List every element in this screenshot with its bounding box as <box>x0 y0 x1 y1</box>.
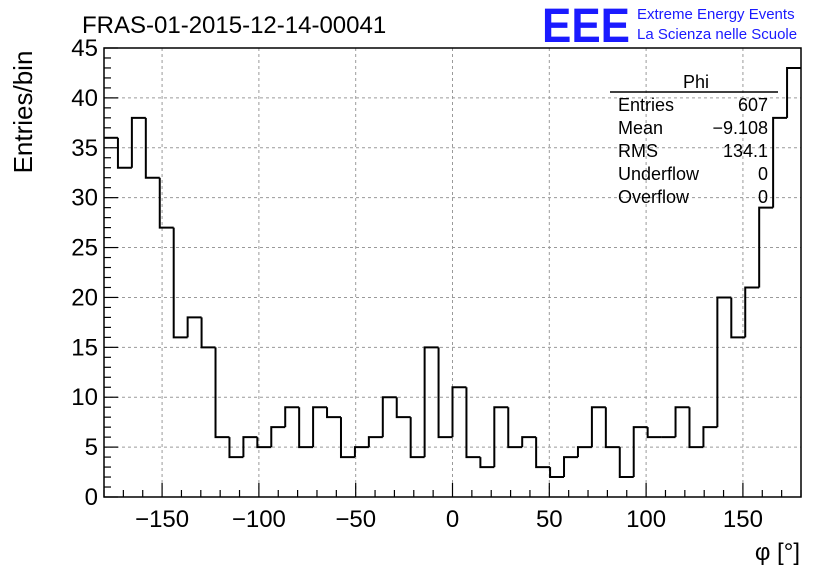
histogram-bin <box>772 116 788 208</box>
logo-line-1: Extreme Energy Events <box>637 6 795 23</box>
histogram-bin <box>702 426 718 448</box>
logo-line-2: La Scienza nelle Scuole <box>637 26 797 43</box>
histogram-bin <box>465 387 481 459</box>
stats-entries-value: 607 <box>738 95 768 115</box>
histogram-bin <box>535 437 551 469</box>
histogram-bin <box>284 406 300 428</box>
histogram-bin <box>716 296 732 428</box>
histogram-bin <box>200 317 216 349</box>
histogram-bin <box>632 426 648 478</box>
y-tick-label: 10 <box>71 384 98 411</box>
histogram-bin <box>646 427 662 439</box>
x-tick-label: 150 <box>723 506 763 533</box>
y-tick-label: 20 <box>71 284 98 311</box>
stats-rms-label: RMS <box>618 141 658 161</box>
histogram-bin <box>493 406 509 468</box>
histogram-bin <box>423 346 439 458</box>
histogram-bin <box>312 406 328 448</box>
x-tick-label: 100 <box>626 506 666 533</box>
histogram-bin <box>367 436 383 448</box>
histogram-bin <box>563 456 578 478</box>
histogram-bin <box>298 407 314 449</box>
histogram-bin <box>674 406 690 438</box>
histogram-bin <box>339 417 355 459</box>
x-tick-label: −100 <box>232 506 286 533</box>
stats-mean-label: Mean <box>618 118 663 138</box>
histogram-bin <box>158 177 174 229</box>
run-title: FRAS-01-2015-12-14-00041 <box>82 12 386 39</box>
histogram-bin <box>479 457 495 469</box>
histogram-bin <box>590 406 606 448</box>
y-tick-label: 15 <box>71 334 98 361</box>
histogram-bin <box>437 347 453 439</box>
x-tick-label: 0 <box>446 506 459 533</box>
histogram-bin <box>172 227 188 339</box>
histogram-bin <box>353 446 369 458</box>
histogram-bin <box>256 437 272 449</box>
histogram-bin <box>270 426 286 448</box>
histogram-bin <box>730 297 746 339</box>
x-axis-title: φ [°] <box>755 539 800 566</box>
stats-mean-value: −9.108 <box>712 118 768 138</box>
histogram-bin <box>116 137 132 169</box>
stats-box: Phi Entries 607 Mean −9.108 RMS 134.1 Un… <box>610 72 778 207</box>
stats-underflow-value: 0 <box>758 164 768 184</box>
x-tick-label: 50 <box>536 506 563 533</box>
y-axis-title: Entries/bin <box>8 51 38 174</box>
histogram-bin <box>451 386 467 438</box>
histogram-bin <box>381 396 397 438</box>
y-tick-label: 25 <box>71 235 98 262</box>
stats-rms-value: 134.1 <box>723 141 768 161</box>
histogram-bin <box>744 286 760 338</box>
histogram-bin <box>521 436 537 448</box>
histogram-bin <box>688 407 704 449</box>
histogram-bin <box>576 446 592 458</box>
stats-entries-label: Entries <box>618 95 674 115</box>
x-tick-label: −150 <box>135 506 189 533</box>
histogram-bin <box>326 407 341 419</box>
y-tick-label: 30 <box>71 185 98 212</box>
histogram-bin <box>242 436 258 458</box>
histogram-bin <box>618 447 634 479</box>
histogram-bin <box>144 117 160 179</box>
eee-logo: EEE <box>542 0 630 53</box>
histogram-bin <box>549 467 565 479</box>
histogram-bin <box>758 206 774 288</box>
y-tick-label: 0 <box>85 484 98 511</box>
histogram-bin <box>214 347 230 439</box>
stats-overflow-value: 0 <box>758 187 768 207</box>
histogram-bin <box>228 437 244 459</box>
histogram-bin <box>786 66 801 118</box>
histogram <box>104 66 801 479</box>
histogram-bin <box>409 417 425 459</box>
y-tick-label: 35 <box>71 135 98 162</box>
stats-underflow-label: Underflow <box>618 164 700 184</box>
histogram-bin <box>507 407 523 449</box>
histogram-bin <box>395 397 411 419</box>
y-tick-label: 45 <box>71 35 98 62</box>
histogram-bin <box>130 116 146 168</box>
axes: −150 −100 −50 0 50 100 150 0 5 10 15 20 25 30 35 40 45 <box>71 35 802 533</box>
y-tick-label: 5 <box>85 434 98 461</box>
stats-title: Phi <box>683 72 709 92</box>
histogram-bin <box>186 316 202 338</box>
histogram-bin <box>604 407 620 449</box>
x-tick-label: −50 <box>335 506 376 533</box>
y-tick-label: 40 <box>71 85 98 112</box>
stats-overflow-label: Overflow <box>618 187 690 207</box>
